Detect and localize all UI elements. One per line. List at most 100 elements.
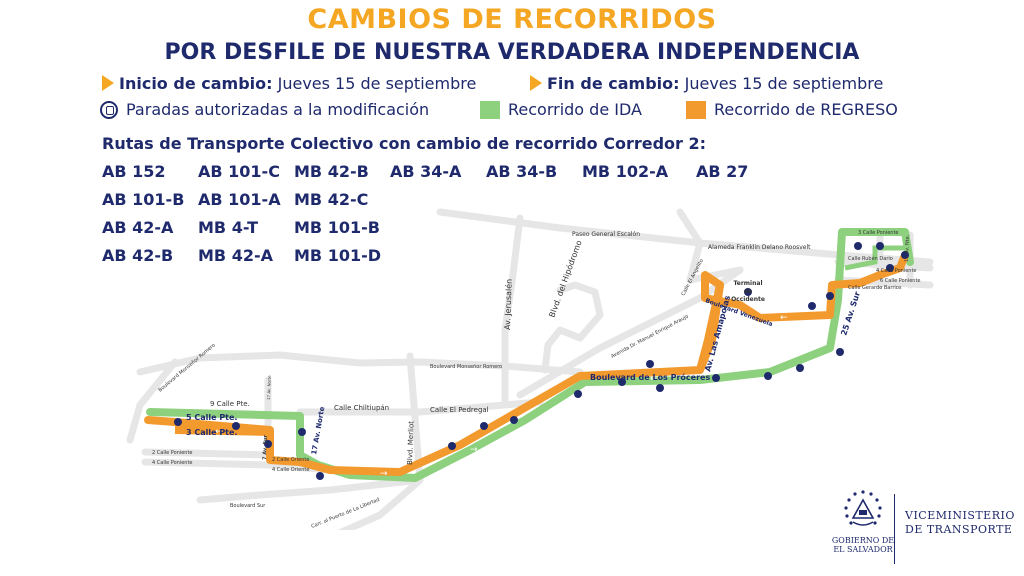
label-pedregal: Calle El Pedregal	[430, 406, 489, 414]
label-paseo: Paseo General Escalón	[572, 231, 640, 238]
label-ruben: Calle Rubén Darío	[848, 255, 893, 262]
street-diag	[676, 208, 704, 284]
legend-regreso-label: Recorrido de REGRESO	[714, 100, 898, 119]
label-terminal-3: Occidente	[731, 296, 765, 303]
label-6calle-pte-e: 6 Calle Poniente	[880, 278, 921, 284]
play-arrow-icon	[102, 75, 114, 91]
route-code: AB 101-A	[198, 190, 281, 209]
arrow-icon: ←	[780, 313, 788, 323]
direction-arrows: → ← ← → ←	[215, 313, 788, 479]
arrow-icon: →	[380, 469, 388, 479]
bus-stop-icon	[808, 302, 816, 310]
label-17av-nte: 17 Av. Nte.	[904, 234, 911, 262]
bus-stop-icon	[298, 428, 306, 436]
street-chiltiupan	[296, 398, 544, 416]
route-code: AB 101-B	[102, 190, 185, 209]
bus-stop-icon	[886, 264, 894, 272]
gobierno-line-1: GOBIERNO DE	[831, 536, 895, 545]
label-merliot: Blvd. Merliot	[406, 421, 416, 465]
label-3calle-pte-e: 3 Calle Poniente	[858, 230, 899, 236]
footer-divider	[894, 494, 895, 564]
label-bvd-sur: Boulevard Sur	[230, 503, 266, 509]
bus-stop-icon	[316, 472, 324, 480]
route-regreso-3calle	[174, 426, 271, 436]
bus-stop-icon	[174, 418, 182, 426]
start-info: Inicio de cambio: Jueves 15 de septiembr…	[102, 74, 476, 93]
arrow-icon: ←	[650, 374, 658, 384]
route-code: AB 152	[102, 162, 166, 181]
label-alameda: Alameda Franklin Delano Roosvelt	[708, 244, 811, 251]
bus-stop-icon	[901, 251, 909, 259]
route-regreso-amapolas	[696, 284, 724, 372]
bus-stop-icon	[646, 360, 654, 368]
route-code: MB 102-A	[582, 162, 669, 181]
label-4calle-poniente: 4 Calle Poniente	[152, 460, 193, 466]
route-code: MB 101-D	[294, 246, 382, 265]
route-map: → ← ← → ← Paseo General Escalón Alameda …	[126, 208, 934, 530]
bus-stop-icon	[836, 348, 844, 356]
route-code: MB 4-T	[198, 218, 259, 237]
legend-stops: Paradas autorizadas a la modificación	[100, 100, 429, 119]
bus-stop-icon	[480, 422, 488, 430]
street-bvd-sur	[196, 476, 424, 504]
bus-stop-icon	[876, 242, 884, 250]
bus-stop-icon	[796, 364, 804, 372]
bus-stop-icon	[744, 288, 752, 296]
regreso-swatch	[686, 100, 706, 119]
bus-stop-icon	[448, 442, 456, 450]
bus-stop-icon	[510, 416, 518, 424]
bus-stop-icon	[826, 292, 834, 300]
street-network	[126, 208, 934, 530]
label-barrios: Calle Gerardo Barrios	[848, 285, 902, 291]
route-code: MB 101-B	[294, 218, 380, 237]
street-2calle	[141, 448, 274, 459]
start-value: Jueves 15 de septiembre	[277, 74, 477, 93]
arrow-icon: →	[470, 445, 478, 455]
route-code: MB 42-A	[198, 246, 273, 265]
end-label: Fin de cambio:	[547, 74, 680, 93]
viceministerio-block: VICEMINISTERIO DE TRANSPORTE	[905, 509, 1015, 537]
label-proceres: Boulevard de Los Próceres	[590, 372, 710, 382]
legend-stops-label: Paradas autorizadas a la modificación	[126, 100, 430, 119]
bus-stop-icon	[574, 390, 582, 398]
legend-ida: Recorrido de IDA	[480, 100, 642, 119]
bus-stop-icon	[100, 100, 118, 119]
bus-stops	[174, 242, 909, 480]
label-carretera: Carr. al Puerto de La Libertad	[311, 497, 381, 530]
coat-of-arms-icon	[844, 490, 882, 526]
label-jerusalen: Av. Jerusalén	[502, 279, 514, 330]
label-4calle-oriente: 4 Calle Oriente	[272, 467, 309, 473]
route-code: AB 42-A	[102, 218, 174, 237]
route-code: AB 101-C	[198, 162, 280, 181]
bus-stop-icon	[656, 384, 664, 392]
route-code: AB 34-A	[390, 162, 462, 181]
bus-stop-icon	[264, 440, 272, 448]
legend-ida-label: Recorrido de IDA	[508, 100, 642, 119]
label-monsenor2: Boulevard Monseñor Romero	[430, 364, 502, 370]
street-monsenor	[136, 351, 584, 376]
label-4calle-pte-e: 4 Calle Poniente	[876, 268, 917, 274]
label-terminal-1: Terminal	[733, 280, 762, 287]
route-code: AB 27	[696, 162, 749, 181]
play-arrow-icon	[530, 75, 542, 91]
legend-regreso: Recorrido de REGRESO	[686, 100, 898, 119]
gobierno-logo: GOBIERNO DE EL SALVADOR	[828, 488, 898, 554]
bus-stop-icon	[232, 422, 240, 430]
label-17av-small: 17 Av. Norte	[266, 375, 272, 400]
route-ida-loop	[844, 245, 905, 271]
street-hipodromo	[541, 281, 604, 374]
label-chiltiupan: Calle Chiltiupán	[334, 404, 389, 412]
route-code: MB 42-C	[294, 190, 369, 209]
label-7av: 7 Av. Sur	[262, 434, 269, 460]
route-code: AB 34-B	[486, 162, 558, 181]
ida-swatch	[480, 100, 500, 119]
start-label: Inicio de cambio:	[119, 74, 273, 93]
street-terminal	[686, 266, 744, 284]
bus-stop-icon	[618, 378, 626, 386]
arrow-icon: ←	[215, 427, 223, 437]
viceministerio-line-1: VICEMINISTERIO	[905, 509, 1015, 522]
label-hipodromo: Blvd. del Hipódromo	[546, 239, 583, 319]
label-2calle-poniente: 2 Calle Poniente	[152, 450, 193, 456]
label-25av: 25 Av. Sur	[839, 290, 862, 336]
street-monsenor-l	[126, 358, 179, 444]
